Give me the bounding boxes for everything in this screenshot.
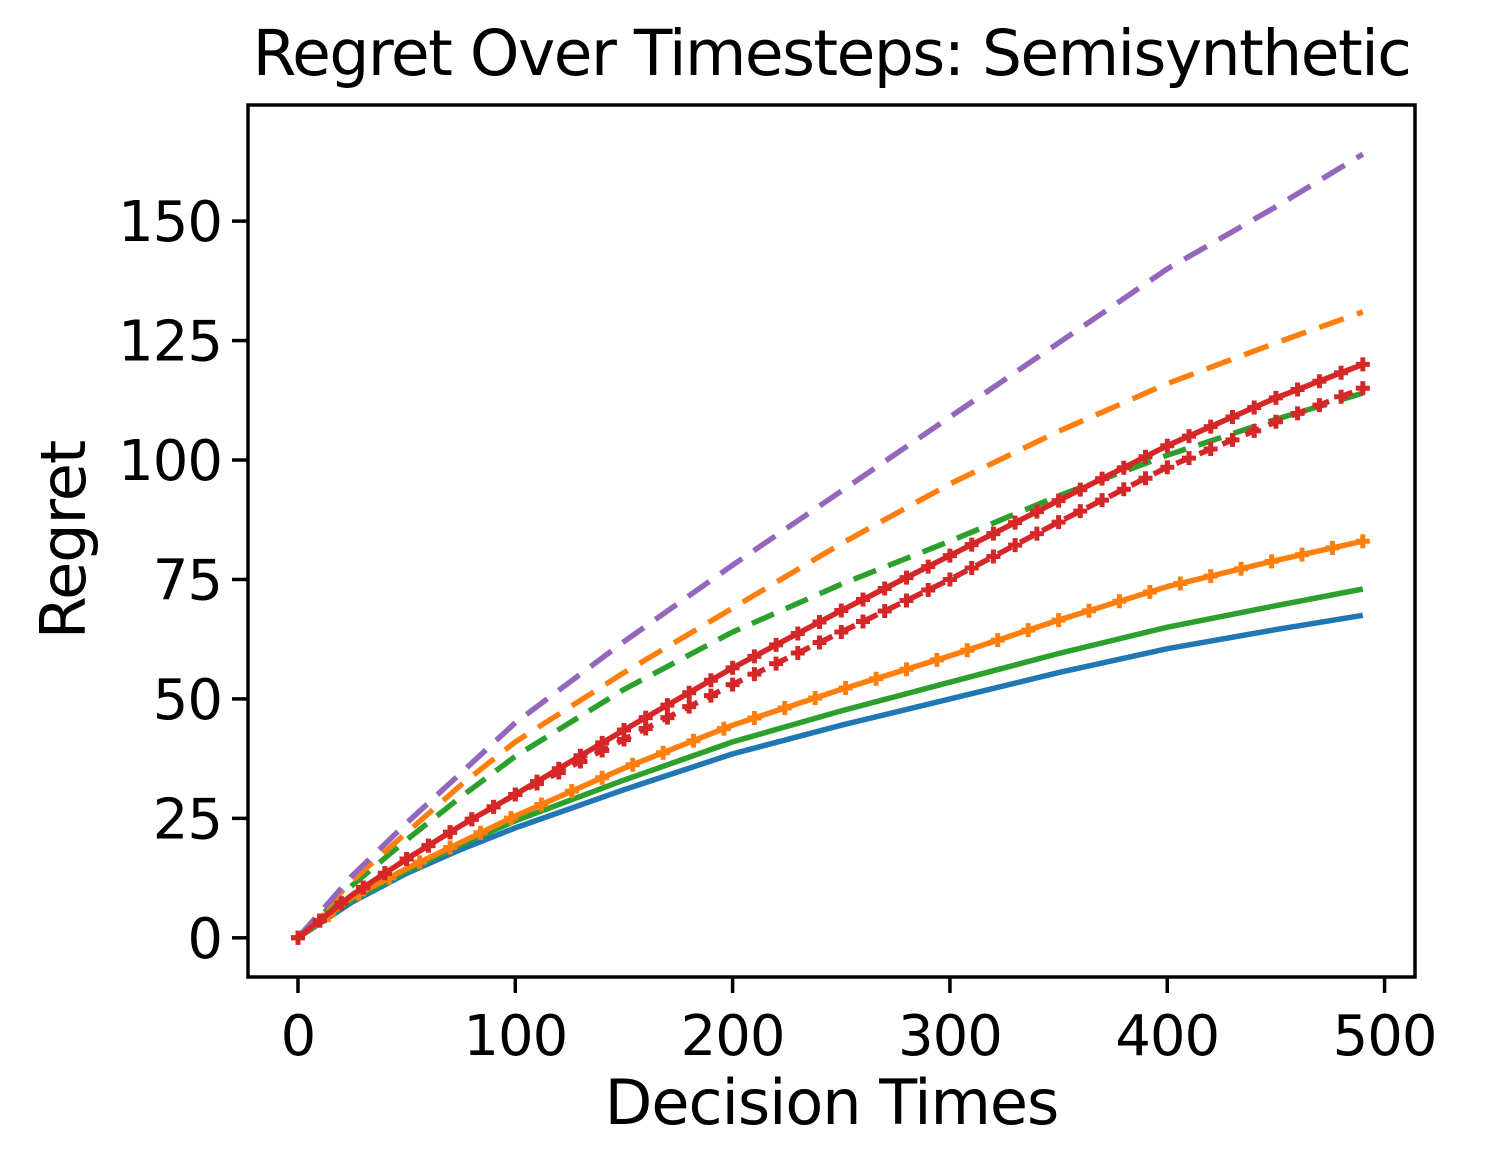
series-markers-orange-solid — [291, 534, 1370, 945]
x-tick-label: 500 — [1333, 1004, 1437, 1069]
x-tick-label: 200 — [681, 1004, 785, 1069]
x-tick-label: 100 — [463, 1004, 567, 1069]
series-line-purple-dashed — [295, 151, 1365, 940]
y-tick-label: 100 — [118, 429, 222, 494]
x-axis-label: Decision Times — [604, 1066, 1060, 1139]
series-markers-red-dashed — [291, 381, 1370, 945]
y-tick-label: 25 — [153, 787, 222, 852]
y-tick-label: 50 — [153, 668, 222, 733]
y-tick-label: 75 — [153, 548, 222, 613]
series-line-red-dashed — [296, 385, 1364, 940]
series-markers-red-solid — [291, 357, 1370, 945]
series-line-orange-solid — [296, 538, 1364, 941]
series-line-green-dashed — [296, 390, 1364, 940]
y-axis-label: Regret — [27, 440, 100, 640]
y-tick-label: 150 — [118, 190, 222, 255]
series-line-blue-solid — [296, 612, 1364, 941]
x-tick-label: 0 — [281, 1004, 316, 1069]
x-tick-label: 400 — [1115, 1004, 1219, 1069]
y-tick-label: 0 — [187, 907, 222, 972]
x-tick-label: 300 — [898, 1004, 1002, 1069]
chart-title: Regret Over Timesteps: Semisynthetic — [252, 17, 1412, 90]
plot-border — [246, 103, 1417, 979]
y-tick-label: 125 — [118, 310, 222, 375]
